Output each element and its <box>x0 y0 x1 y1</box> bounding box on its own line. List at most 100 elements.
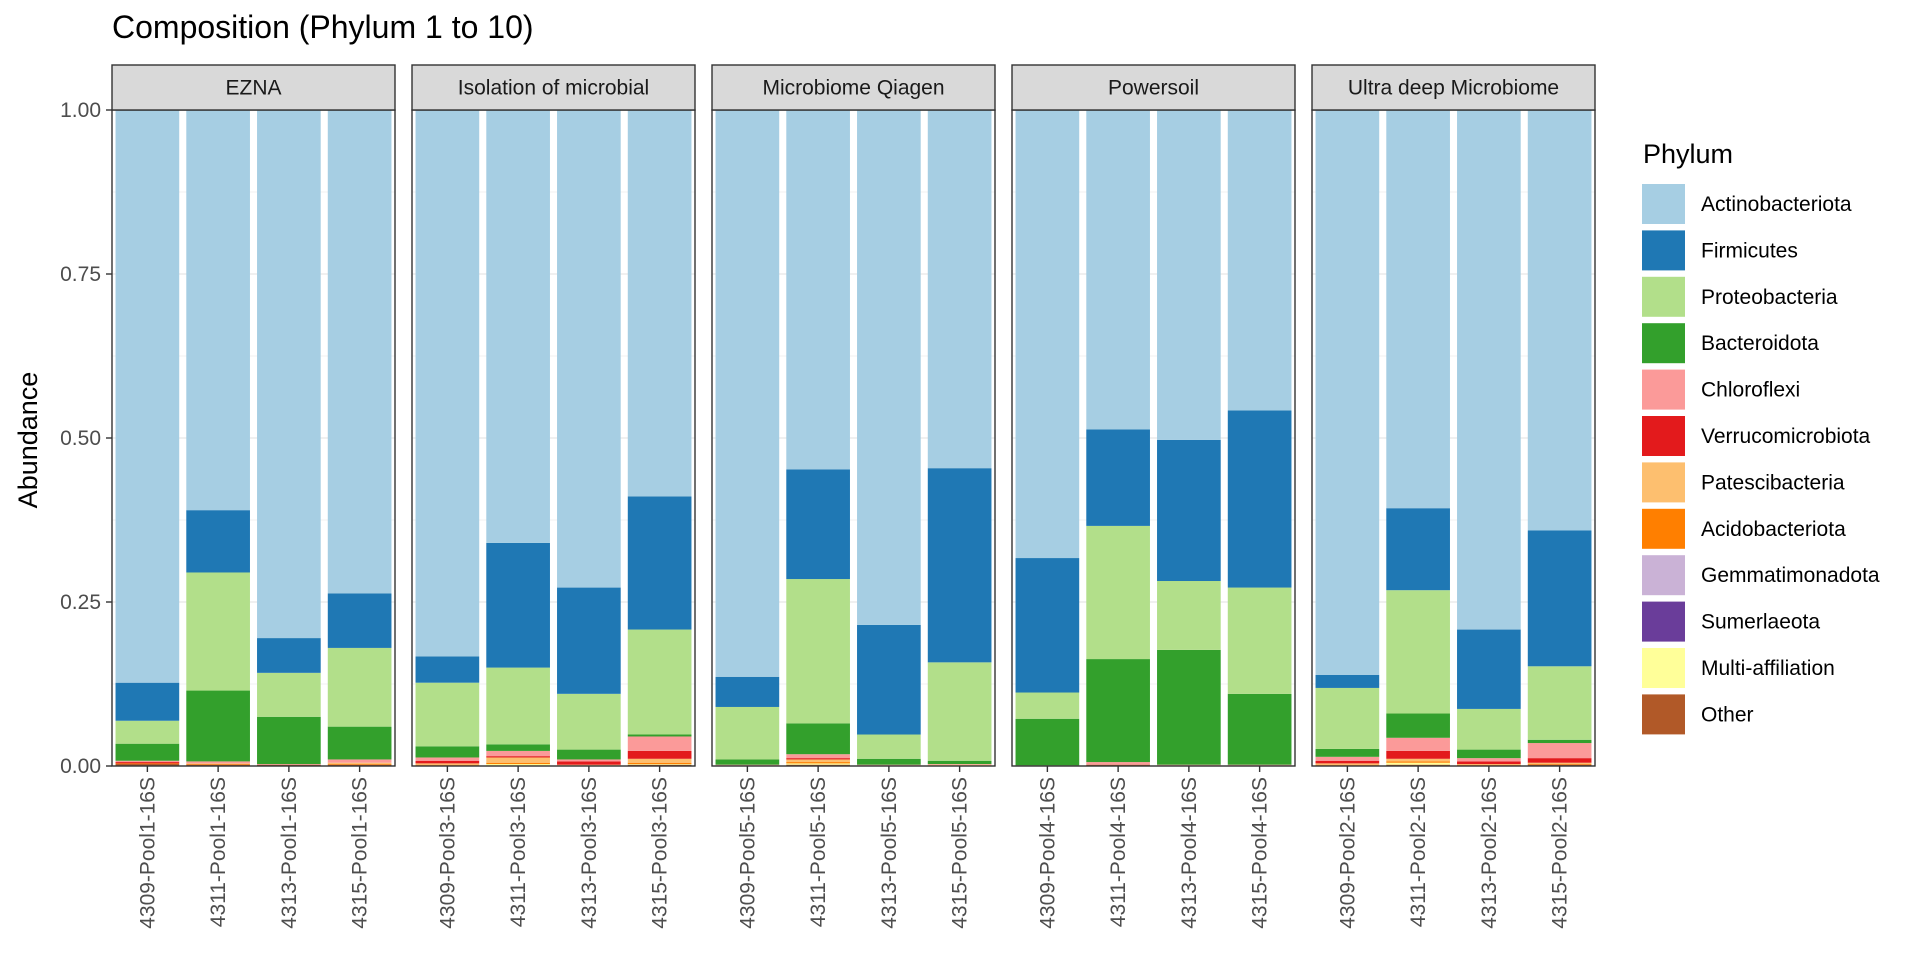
bar-segment-proteobacteria <box>786 579 850 724</box>
bar-segment-acidobacteriota <box>1386 761 1450 763</box>
bar-segment-other <box>115 764 180 766</box>
bar-segment-actinobacteriota <box>627 110 692 497</box>
x-tick-label: 4311-Pool1-16S <box>207 777 230 927</box>
bar-segment-proteobacteria <box>1386 590 1450 714</box>
bar-segment-actinobacteriota <box>1227 110 1292 411</box>
x-tick-label: 4313-Pool2-16S <box>1478 777 1501 929</box>
legend-label: Chloroflexi <box>1701 379 1800 402</box>
bar-segment-bacteroidota <box>857 758 921 765</box>
facet-strip <box>711 64 996 111</box>
bar-segment-patescibacteria <box>786 759 850 763</box>
bar-4315-pool4-16s <box>1227 110 1292 766</box>
bar-segment-proteobacteria <box>415 682 480 747</box>
legend-label: Acidobacteriota <box>1701 518 1846 541</box>
x-tick-label: 4313-Pool5-16S <box>878 777 901 929</box>
bar-segment-actinobacteriota <box>1015 110 1080 559</box>
legend-item-bacteroidota: Bacteroidota <box>1642 323 1819 364</box>
x-tick-label: 4313-Pool4-16S <box>1178 777 1201 929</box>
legend-item-actinobacteriota: Actinobacteriota <box>1642 184 1852 224</box>
bar-segment-patescibacteria <box>627 758 692 763</box>
bar-segment-patescibacteria <box>486 757 550 763</box>
bar-segment-bacteroidota <box>1015 718 1080 766</box>
bar-segment-verrucomicrobiota <box>1457 761 1521 765</box>
legend-title: Phylum <box>1643 139 1733 169</box>
legend: Phylum Actinobacteriota Firmicutes Proteob… <box>1642 139 1880 735</box>
bar-segment-acidobacteriota <box>186 764 250 765</box>
legend-label: Actinobacteriota <box>1701 193 1852 216</box>
legend-item-sumerlaeota: Sumerlaeota <box>1642 601 1820 642</box>
legend-key-multi-affiliation <box>1642 648 1685 688</box>
bar-segment-chloroflexi <box>257 764 321 765</box>
facet-panel-ezna: 4309-Pool1-16S 4311-Pool1-16S 4313-Pool1-1… <box>111 64 396 929</box>
legend-label: Firmicutes <box>1701 239 1798 262</box>
x-tick-label: 4311-Pool2-16S <box>1407 777 1430 927</box>
bar-segment-verrucomicrobiota <box>1315 760 1380 764</box>
x-tick-label: 4311-Pool4-16S <box>1107 777 1130 927</box>
x-tick-label: 4315-Pool2-16S <box>1549 777 1572 929</box>
bar-segment-actinobacteriota <box>186 110 250 511</box>
bar-segment-firmicutes <box>627 496 692 630</box>
legend-label: Bacteroidota <box>1701 332 1819 355</box>
bar-4313-pool5-16s <box>857 110 921 766</box>
facet-strip-label: Ultra deep Microbiome <box>1348 77 1559 100</box>
chart-title: Composition (Phylum 1 to 10) <box>112 9 534 45</box>
bar-segment-multi-affiliation <box>486 764 550 766</box>
legend-label: Gemmatimonadota <box>1701 564 1880 587</box>
bar-4315-pool3-16s <box>627 110 692 766</box>
bar-4313-pool2-16s <box>1457 110 1521 766</box>
bar-segment-patescibacteria <box>327 762 392 765</box>
bar-4311-pool1-16s <box>186 110 250 766</box>
bar-segment-firmicutes <box>927 468 992 663</box>
bar-segment-bacteroidota <box>486 744 550 751</box>
bar-segment-chloroflexi <box>786 754 850 759</box>
x-tick-label: 4315-Pool5-16S <box>949 777 972 929</box>
bar-4315-pool5-16s <box>927 110 992 766</box>
bar-4311-pool2-16s <box>1386 110 1450 766</box>
legend-label: Verrucomicrobiota <box>1701 425 1871 448</box>
bar-segment-bacteroidota <box>1086 659 1150 763</box>
bar-segment-bacteroidota <box>1527 739 1592 744</box>
facet-strip <box>1011 64 1296 111</box>
y-tick-label: 0.25 <box>60 591 101 614</box>
bar-segment-patescibacteria <box>557 764 621 766</box>
bar-segment-firmicutes <box>327 593 392 648</box>
bar-segment-bacteroidota <box>257 716 321 765</box>
bar-segment-bacteroidota <box>327 726 392 760</box>
bar-segment-chloroflexi <box>186 761 250 764</box>
legend-key-other <box>1642 694 1685 735</box>
bar-segment-bacteroidota <box>1386 713 1450 738</box>
bar-segment-chloroflexi <box>927 764 992 765</box>
bar-4309-pool2-16s <box>1315 110 1380 766</box>
bar-segment-proteobacteria <box>1315 687 1380 749</box>
bar-segment-proteobacteria <box>557 693 621 750</box>
bar-segment-proteobacteria <box>1227 587 1292 694</box>
bar-4311-pool4-16s <box>1086 110 1150 766</box>
bar-segment-proteobacteria <box>186 572 250 691</box>
bar-segment-verrucomicrobiota <box>1527 758 1592 763</box>
x-tick-label: 4309-Pool3-16S <box>436 777 459 929</box>
bar-segment-proteobacteria <box>257 672 321 717</box>
bar-segment-patescibacteria <box>1386 758 1450 762</box>
bar-segment-chloroflexi <box>115 760 180 763</box>
legend-label: Patescibacteria <box>1701 471 1845 494</box>
y-axis-label: Abundance <box>13 372 43 509</box>
legend-key-bacteroidota <box>1642 323 1685 364</box>
bar-4309-pool4-16s <box>1015 110 1080 766</box>
facet-strip-label: Microbiome Qiagen <box>762 77 944 100</box>
legend-key-chloroflexi <box>1642 369 1685 410</box>
bar-segment-firmicutes <box>415 656 480 683</box>
legend-key-proteobacteria <box>1642 276 1685 317</box>
bar-segment-firmicutes <box>1386 508 1450 591</box>
legend-item-gemmatimonadota: Gemmatimonadota <box>1642 555 1880 596</box>
x-tick-label: 4313-Pool1-16S <box>278 777 301 929</box>
bar-segment-proteobacteria <box>857 734 921 759</box>
bar-segment-actinobacteriota <box>715 110 780 677</box>
bar-segment-chloroflexi <box>1157 764 1221 766</box>
bar-segment-actinobacteriota <box>1457 110 1521 630</box>
bar-segment-firmicutes <box>1157 439 1221 582</box>
bar-4311-pool3-16s <box>486 110 550 766</box>
legend-item-multi-affiliation: Multi-affiliation <box>1642 648 1835 688</box>
legend-key-patescibacteria <box>1642 462 1685 503</box>
bar-segment-acidobacteriota <box>486 762 550 765</box>
bar-segment-chloroflexi <box>1386 737 1450 751</box>
